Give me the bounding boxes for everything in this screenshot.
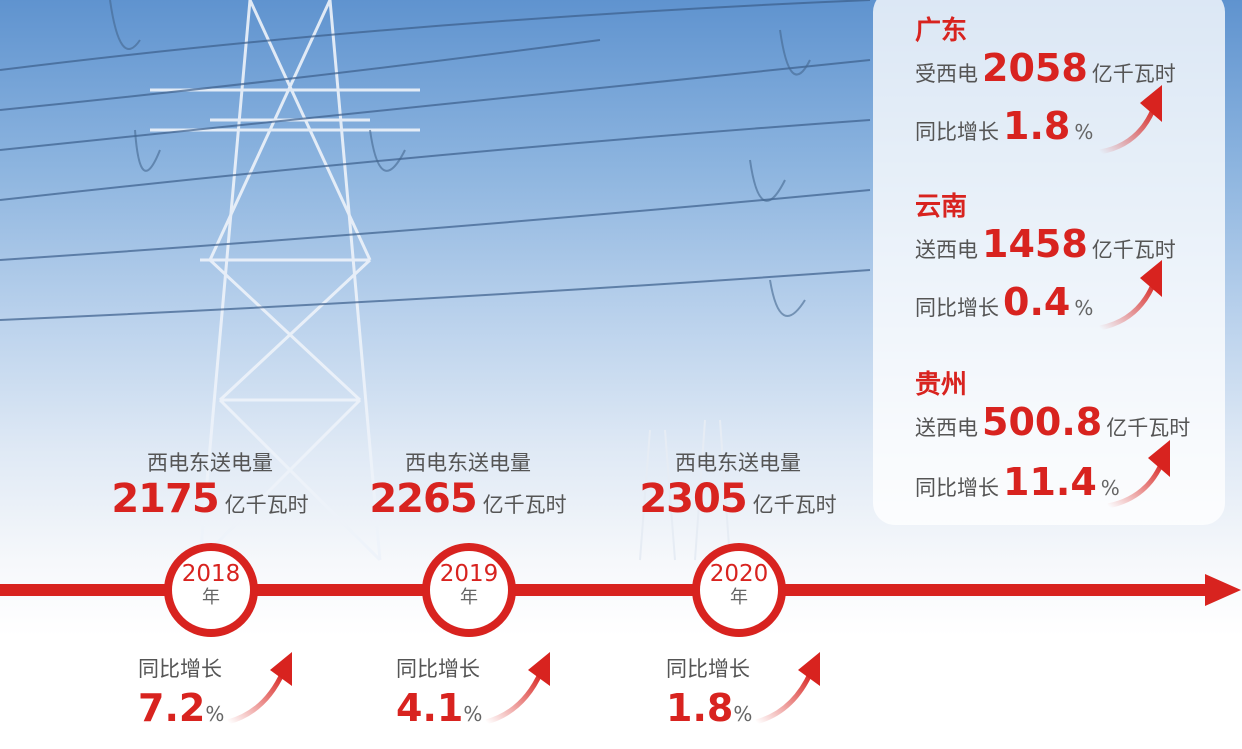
province-yunnan-value: 送西电 1458 亿千瓦时 <box>915 222 1176 266</box>
year-2018-growth-label: 同比增长 <box>138 657 222 681</box>
value-unit: 亿千瓦时 <box>1106 416 1191 440</box>
growth-label: 同比增长 <box>915 120 999 144</box>
growth-pct: % <box>463 702 483 726</box>
value-unit: 亿千瓦时 <box>1091 62 1176 86</box>
timeline-axis <box>0 584 1215 596</box>
value-label: 送西电 <box>915 416 978 440</box>
growth-pct: % <box>1100 476 1120 500</box>
up-arrow-icon <box>485 652 550 725</box>
year-2020-value: 2305 亿千瓦时 <box>608 476 868 522</box>
province-guangdong-title: 广东 <box>915 16 968 46</box>
value-unit: 亿千瓦时 <box>482 493 567 517</box>
year-2019-label: 西电东送电量 <box>405 451 531 475</box>
value-number: 1458 <box>982 222 1088 266</box>
province-guizhou-growth: 同比增长 11.4% <box>915 460 1120 504</box>
value-label: 受西电 <box>915 62 978 86</box>
growth-number: 0.4 <box>1003 280 1071 324</box>
year-2018-value: 2175 亿千瓦时 <box>80 476 340 522</box>
value-number: 2058 <box>982 46 1088 90</box>
year-2020-growth: 1.8% <box>666 686 752 730</box>
province-yunnan-growth: 同比增长 0.4% <box>915 280 1093 324</box>
year-2018-growth: 7.2% <box>138 686 224 730</box>
up-arrow-icon <box>1107 440 1170 509</box>
up-arrow-icon <box>1099 85 1162 155</box>
year-2019-value: 2265 亿千瓦时 <box>338 476 598 522</box>
growth-pct: % <box>1074 120 1094 144</box>
growth-label: 同比增长 <box>915 476 999 500</box>
year-2020-growth-label: 同比增长 <box>666 657 750 681</box>
value-label: 送西电 <box>915 238 978 262</box>
year-2020-marker: 2020 年 <box>692 543 786 637</box>
growth-label: 同比增长 <box>915 296 999 320</box>
year-suffix: 年 <box>730 587 748 608</box>
timeline-arrowhead <box>1205 574 1241 606</box>
growth-number: 4.1 <box>396 686 464 730</box>
province-yunnan-title: 云南 <box>915 192 968 222</box>
year-text: 2018 <box>181 561 241 587</box>
year-2020-label: 西电东送电量 <box>675 451 801 475</box>
year-2018-label: 西电东送电量 <box>147 451 273 475</box>
value-unit: 亿千瓦时 <box>1091 238 1176 262</box>
year-suffix: 年 <box>202 587 220 608</box>
province-guizhou-title: 贵州 <box>915 370 968 400</box>
value-unit: 亿千瓦时 <box>752 493 837 517</box>
year-text: 2020 <box>709 561 769 587</box>
up-arrow-icon <box>1099 260 1162 331</box>
value-number: 2305 <box>639 476 747 522</box>
year-suffix: 年 <box>460 587 478 608</box>
value-number: 2175 <box>111 476 219 522</box>
growth-number: 1.8 <box>1003 104 1071 148</box>
growth-pct: % <box>205 702 225 726</box>
year-2019-marker: 2019 年 <box>422 543 516 637</box>
province-guizhou-value: 送西电 500.8 亿千瓦时 <box>915 400 1190 444</box>
year-text: 2019 <box>439 561 499 587</box>
year-2018-marker: 2018 年 <box>164 543 258 637</box>
province-panel <box>873 0 1225 525</box>
growth-number: 7.2 <box>138 686 206 730</box>
growth-pct: % <box>733 702 753 726</box>
year-2019-growth-label: 同比增长 <box>396 657 480 681</box>
year-2019-growth: 4.1% <box>396 686 482 730</box>
growth-number: 1.8 <box>666 686 734 730</box>
province-guangdong-value: 受西电 2058 亿千瓦时 <box>915 46 1176 90</box>
value-number: 2265 <box>369 476 477 522</box>
up-arrow-icon <box>227 652 292 725</box>
value-number: 500.8 <box>982 400 1103 444</box>
value-unit: 亿千瓦时 <box>224 493 309 517</box>
growth-pct: % <box>1074 296 1094 320</box>
province-guangdong-growth: 同比增长 1.8% <box>915 104 1093 148</box>
growth-number: 11.4 <box>1003 460 1097 504</box>
up-arrow-icon <box>755 652 820 725</box>
